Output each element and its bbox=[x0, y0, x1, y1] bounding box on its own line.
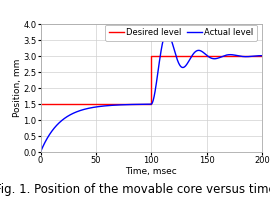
Desired level bbox=[150, 103, 153, 105]
X-axis label: Time, msec: Time, msec bbox=[125, 167, 177, 176]
Desired level bbox=[39, 103, 42, 105]
Desired level bbox=[150, 55, 153, 57]
Actual level bbox=[77, 110, 80, 112]
Actual level bbox=[256, 55, 259, 57]
Line: Actual level: Actual level bbox=[40, 32, 262, 152]
Actual level bbox=[133, 103, 137, 106]
Line: Desired level: Desired level bbox=[40, 56, 262, 104]
Actual level bbox=[64, 116, 68, 119]
Actual level bbox=[166, 31, 169, 34]
Actual level bbox=[124, 103, 127, 106]
Actual level bbox=[39, 151, 42, 153]
Y-axis label: Position, mm: Position, mm bbox=[13, 59, 22, 117]
Legend: Desired level, Actual level: Desired level, Actual level bbox=[105, 25, 257, 40]
Actual level bbox=[232, 54, 235, 56]
Text: Fig. 1. Position of the movable core versus time: Fig. 1. Position of the movable core ver… bbox=[0, 183, 270, 196]
Actual level bbox=[260, 54, 264, 57]
Desired level bbox=[260, 55, 264, 57]
